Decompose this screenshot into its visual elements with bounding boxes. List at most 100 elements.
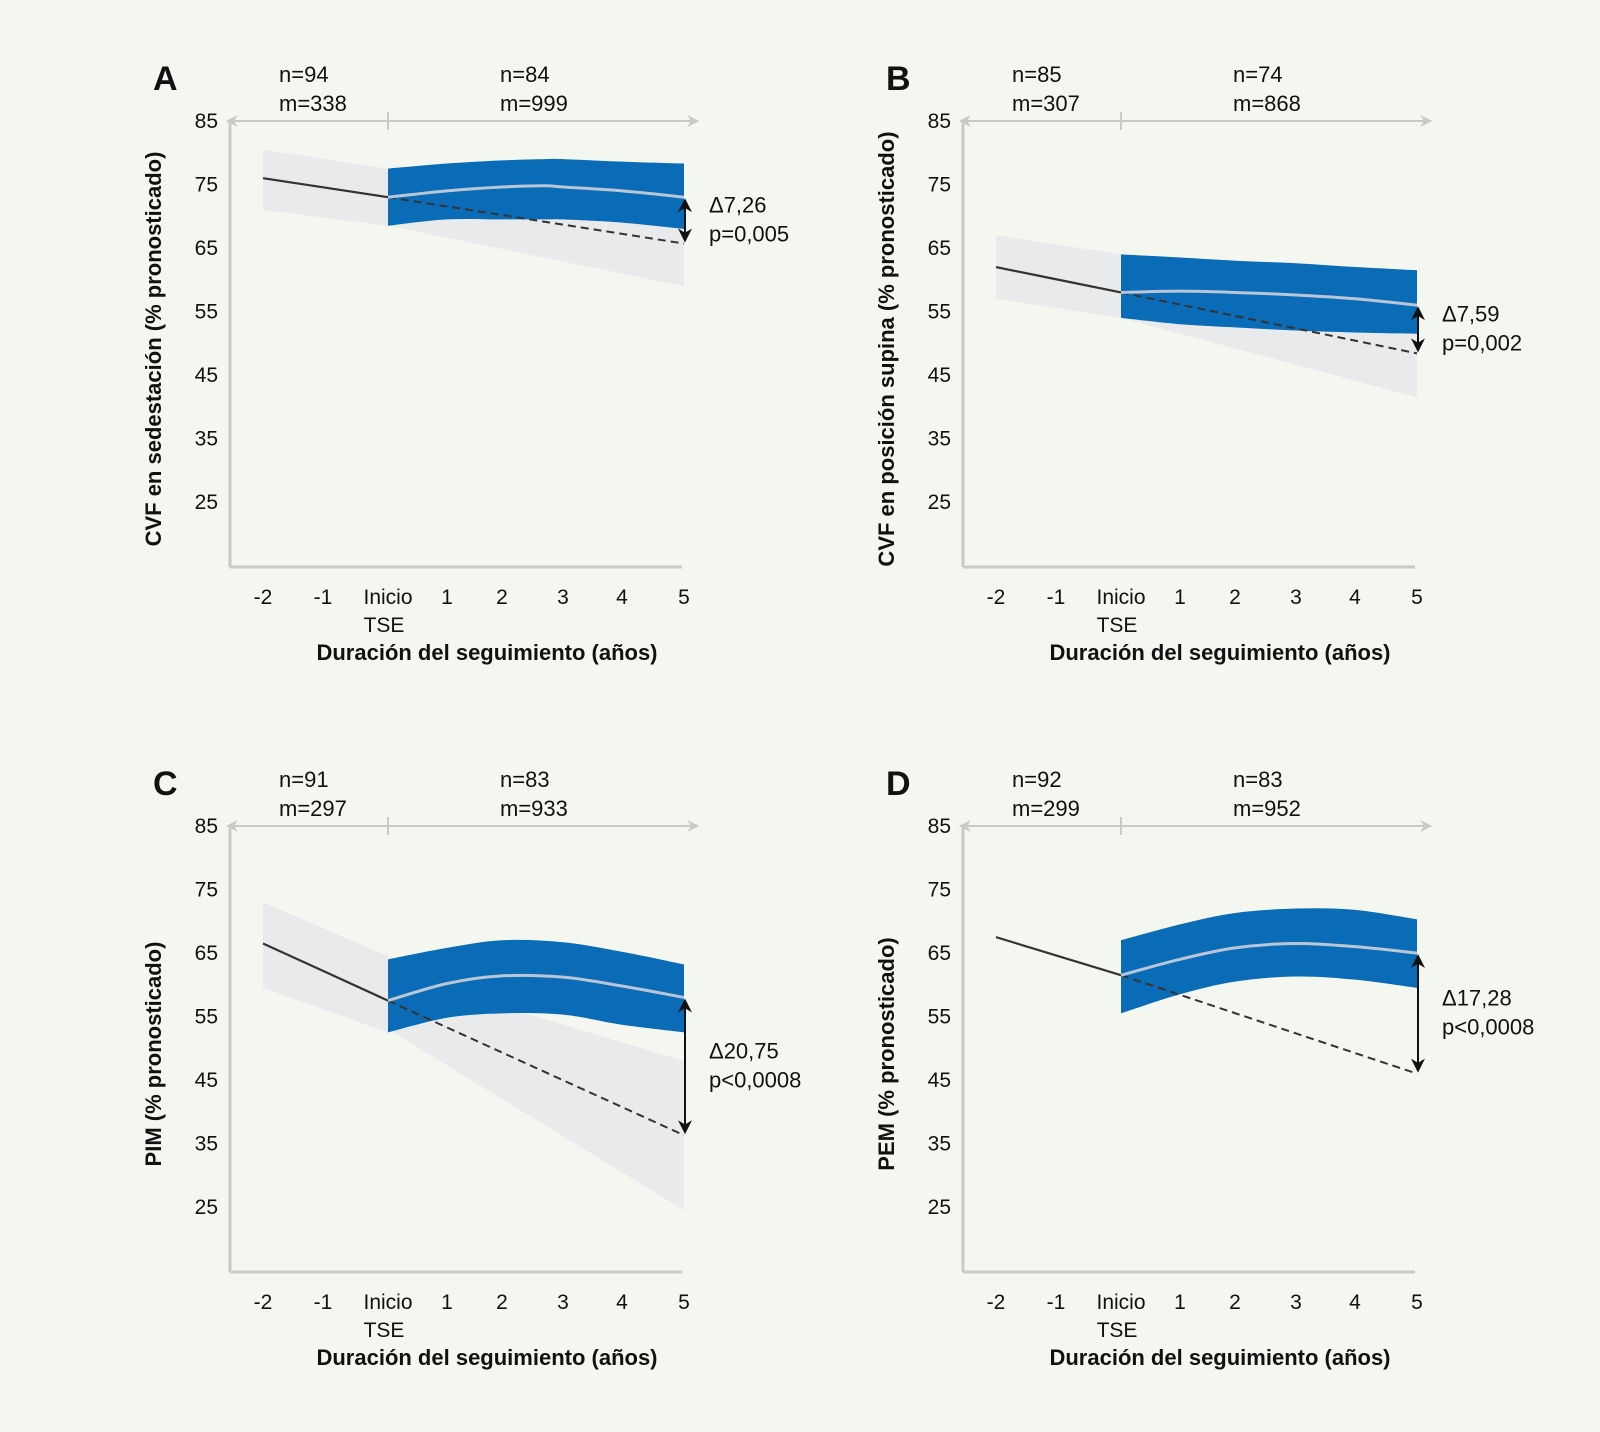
y-tick-label: 45 — [928, 1069, 951, 1092]
post-count-m: m=868 — [1233, 91, 1301, 116]
y-tick-label: 35 — [928, 428, 951, 451]
x-tick-sublabel: TSE — [364, 1319, 405, 1342]
x-tick-label: 1 — [1174, 586, 1186, 609]
x-tick-label: 5 — [678, 1291, 690, 1314]
y-axis-title: CVF en sedestación (% pronosticado) — [141, 152, 166, 547]
pre-count-m: m=307 — [1012, 91, 1080, 116]
y-tick-label: 35 — [195, 428, 218, 451]
panel-letter: C — [153, 765, 178, 803]
pre-trend-line — [262, 177, 389, 199]
x-tick-label: -2 — [987, 1291, 1006, 1314]
x-tick-label: 3 — [557, 1291, 569, 1314]
x-tick-label: -1 — [314, 586, 333, 609]
pre-ci-band — [996, 235, 1121, 318]
x-tick-sublabel: TSE — [1097, 1319, 1138, 1342]
x-tick-label: 2 — [1229, 1291, 1241, 1314]
post-count-n: n=84 — [500, 62, 550, 87]
x-tick-label: 5 — [1411, 586, 1423, 609]
post-mean-line — [387, 973, 685, 1003]
post-count-m: m=999 — [500, 91, 568, 116]
post-ci-band — [388, 158, 684, 229]
x-tick-label: 4 — [616, 586, 628, 609]
p-value-label: p=0,002 — [1442, 330, 1522, 355]
x-axis-title: Duración del seguimiento (años) — [1049, 640, 1390, 665]
post-ci-band — [388, 939, 684, 1033]
y-tick-label: 45 — [195, 1069, 218, 1092]
x-tick-label: Inicio — [1096, 1291, 1145, 1314]
panel-letter: D — [886, 765, 911, 803]
y-tick-label: 65 — [195, 942, 218, 965]
post-count-n: n=74 — [1233, 62, 1283, 87]
y-tick-label: 55 — [928, 301, 951, 324]
y-tick-label: 45 — [928, 364, 951, 387]
y-tick-label: 55 — [195, 1006, 218, 1029]
x-tick-label: -2 — [254, 586, 273, 609]
pre-count-n: n=94 — [279, 62, 329, 87]
pre-count-n: n=92 — [1012, 767, 1062, 792]
x-tick-label: 5 — [678, 586, 690, 609]
x-tick-label: 4 — [1349, 586, 1361, 609]
y-tick-label: 35 — [195, 1133, 218, 1156]
y-tick-label: 85 — [195, 815, 218, 838]
y-tick-label: 45 — [195, 364, 218, 387]
pre-count-n: n=85 — [1012, 62, 1062, 87]
post-count-n: n=83 — [500, 767, 550, 792]
delta-label: Δ20,75 — [709, 1038, 779, 1063]
pre-trend-line — [262, 942, 389, 1002]
post-mean-line — [1120, 941, 1418, 977]
x-tick-label: 1 — [441, 586, 453, 609]
projection-ci-band — [388, 972, 684, 1211]
pre-count-n: n=91 — [279, 767, 329, 792]
pre-trend-line — [995, 265, 1122, 294]
x-tick-sublabel: TSE — [1097, 614, 1138, 637]
y-axis-title: CVF en posición supina (% pronosticado) — [874, 131, 899, 566]
x-tick-sublabel: TSE — [364, 614, 405, 637]
x-tick-label: 4 — [616, 1291, 628, 1314]
x-tick-label: Inicio — [363, 586, 412, 609]
y-tick-label: 25 — [928, 491, 951, 514]
y-tick-label: 65 — [195, 237, 218, 260]
pre-count-m: m=338 — [279, 91, 347, 116]
y-tick-label: 75 — [195, 174, 218, 197]
p-value-label: p<0,0008 — [709, 1067, 801, 1092]
y-tick-label: 55 — [928, 1006, 951, 1029]
x-axis-title: Duración del seguimiento (años) — [1049, 1345, 1390, 1370]
pre-count-m: m=299 — [1012, 796, 1080, 821]
post-ci-band — [1121, 908, 1417, 1014]
x-axis-title: Duración del seguimiento (años) — [316, 640, 657, 665]
x-tick-label: Inicio — [1096, 586, 1145, 609]
x-tick-label: 1 — [441, 1291, 453, 1314]
x-tick-label: 4 — [1349, 1291, 1361, 1314]
y-tick-label: 65 — [928, 237, 951, 260]
x-tick-label: 5 — [1411, 1291, 1423, 1314]
projection-line — [387, 999, 685, 1137]
y-tick-label: 25 — [928, 1196, 951, 1219]
x-tick-label: 3 — [1290, 586, 1302, 609]
y-tick-label: 75 — [928, 174, 951, 197]
post-count-n: n=83 — [1233, 767, 1283, 792]
y-tick-label: 25 — [195, 1196, 218, 1219]
post-mean-line — [387, 184, 685, 199]
pre-trend-line — [995, 936, 1122, 977]
x-tick-label: -2 — [987, 586, 1006, 609]
x-tick-label: Inicio — [363, 1291, 412, 1314]
panel-letter: A — [153, 60, 178, 98]
x-axis-title: Duración del seguimiento (años) — [316, 1345, 657, 1370]
pre-count-m: m=297 — [279, 796, 347, 821]
x-tick-label: 1 — [1174, 1291, 1186, 1314]
y-tick-label: 85 — [928, 110, 951, 133]
projection-line — [1120, 291, 1418, 355]
x-tick-label: 3 — [557, 586, 569, 609]
y-tick-label: 75 — [195, 879, 218, 902]
delta-label: Δ17,28 — [1442, 985, 1512, 1010]
y-axis-title: PIM (% pronosticado) — [141, 942, 166, 1167]
x-tick-label: 2 — [1229, 586, 1241, 609]
y-tick-label: 75 — [928, 879, 951, 902]
post-count-m: m=933 — [500, 796, 568, 821]
y-tick-label: 85 — [928, 815, 951, 838]
delta-label: Δ7,59 — [1442, 301, 1500, 326]
post-count-m: m=952 — [1233, 796, 1301, 821]
